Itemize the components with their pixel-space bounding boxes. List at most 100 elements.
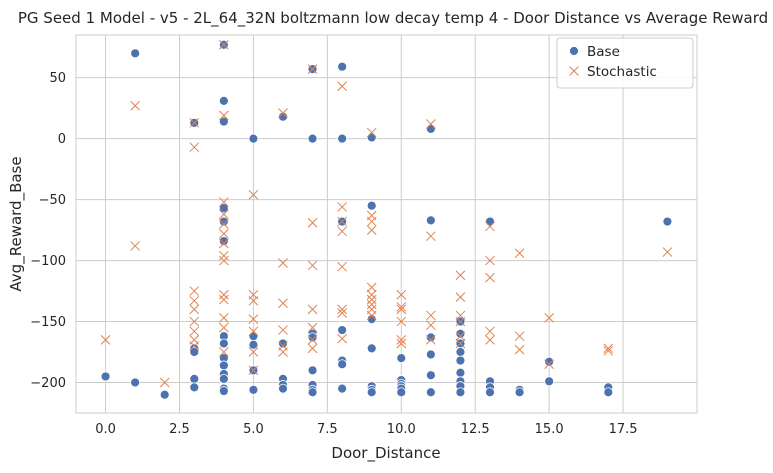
x-tick-label: 17.5 [609, 422, 638, 437]
base-point [218, 95, 229, 106]
base-point [189, 382, 200, 393]
y-tick-label: −100 [30, 254, 66, 269]
y-tick-label: 50 [49, 71, 66, 86]
stochastic-point [189, 341, 200, 351]
base-point [485, 216, 495, 227]
stochastic-point [159, 377, 170, 388]
stochastic-point [455, 270, 466, 281]
base-point [366, 314, 377, 325]
base-point [455, 387, 466, 398]
stochastic-point [396, 338, 407, 349]
base-point [544, 376, 555, 387]
base-point [455, 347, 466, 357]
base-point [248, 331, 259, 342]
stochastic-point [307, 64, 318, 74]
base-point [366, 132, 377, 143]
stochastic-point [278, 258, 288, 268]
base-point [425, 349, 436, 360]
stochastic-point [219, 255, 229, 266]
stochastic-point [366, 282, 377, 293]
stochastic-point [514, 331, 525, 342]
base-point [218, 338, 229, 349]
stochastic-point [219, 238, 229, 249]
stochastic-point [455, 338, 466, 349]
stochastic-point [219, 313, 229, 323]
y-axis-title: Avg_Reward_Base [7, 156, 26, 291]
base-point [455, 355, 466, 366]
stochastic-point [366, 310, 377, 321]
x-tick-label: 7.5 [317, 422, 338, 437]
stochastic-point [396, 316, 407, 327]
stochastic-point [426, 334, 436, 345]
stochastic-point [514, 344, 525, 355]
stochastic-point [278, 325, 288, 335]
stochastic-point [219, 209, 229, 220]
stochastic-point [544, 359, 554, 370]
base-point [425, 123, 436, 134]
stochastic-point [337, 81, 347, 92]
base-point [337, 61, 348, 72]
stochastic-point [248, 365, 259, 376]
base-point [130, 377, 141, 388]
base-point [485, 387, 495, 398]
stochastic-point [337, 261, 347, 272]
stochastic-point [366, 225, 377, 235]
stochastic-point [219, 250, 229, 261]
legend-box [556, 37, 694, 89]
stochastic-point [485, 334, 495, 345]
stochastic-point [130, 241, 140, 251]
stochastic-point [603, 343, 614, 354]
stochastic-point [189, 304, 200, 315]
plot-area-frame [75, 34, 698, 414]
base-point [189, 347, 200, 357]
base-point [218, 236, 229, 246]
grid-lines [76, 35, 697, 413]
stochastic-point [337, 226, 347, 237]
base-point [278, 111, 288, 122]
chart-title: PG Seed 1 Model - v5 - 2L_64_32N boltzma… [18, 9, 768, 28]
base-point [218, 386, 229, 396]
stochastic-point [307, 304, 318, 315]
base-point [337, 359, 348, 370]
legend-stochastic-marker [569, 66, 579, 76]
base-point [189, 373, 200, 384]
base-point [337, 325, 348, 335]
x-tick-label: 15.0 [535, 422, 564, 437]
stochastic-point [396, 302, 407, 312]
stochastic-point [307, 217, 318, 228]
base-point [218, 203, 229, 214]
stochastic-point [366, 216, 377, 227]
stochastic-point [219, 322, 229, 333]
x-tick-label: 10.0 [387, 422, 416, 437]
x-tick-label: 2.5 [169, 422, 190, 437]
base-point [662, 216, 673, 227]
base-point [396, 353, 407, 364]
stochastic-point [544, 313, 554, 323]
stochastic-point [248, 295, 259, 306]
base-point [278, 383, 288, 394]
stochastic-point [278, 298, 288, 309]
base-point [130, 48, 141, 59]
base-point [455, 367, 466, 378]
stochastic-point [426, 119, 436, 129]
stochastic-point [307, 322, 318, 333]
y-tick-label: −150 [30, 315, 66, 330]
stochastic-point [485, 221, 495, 232]
stochastic-point [189, 142, 200, 153]
base-point [307, 365, 318, 376]
legend-base-marker [569, 46, 579, 56]
stochastic-point [337, 304, 347, 315]
stochastic-point [662, 247, 673, 257]
base-point [307, 387, 318, 398]
x-tick-label: 12.5 [461, 422, 490, 437]
base-point [544, 356, 555, 367]
stochastic-point [396, 304, 407, 315]
stochastic-point [426, 320, 436, 331]
stochastic-point [219, 294, 229, 305]
stochastic-point [366, 289, 377, 300]
base-point [218, 116, 229, 127]
x-tick-label: 0.0 [95, 422, 116, 437]
stochastic-point [307, 334, 318, 345]
stochastic-point [219, 219, 229, 229]
